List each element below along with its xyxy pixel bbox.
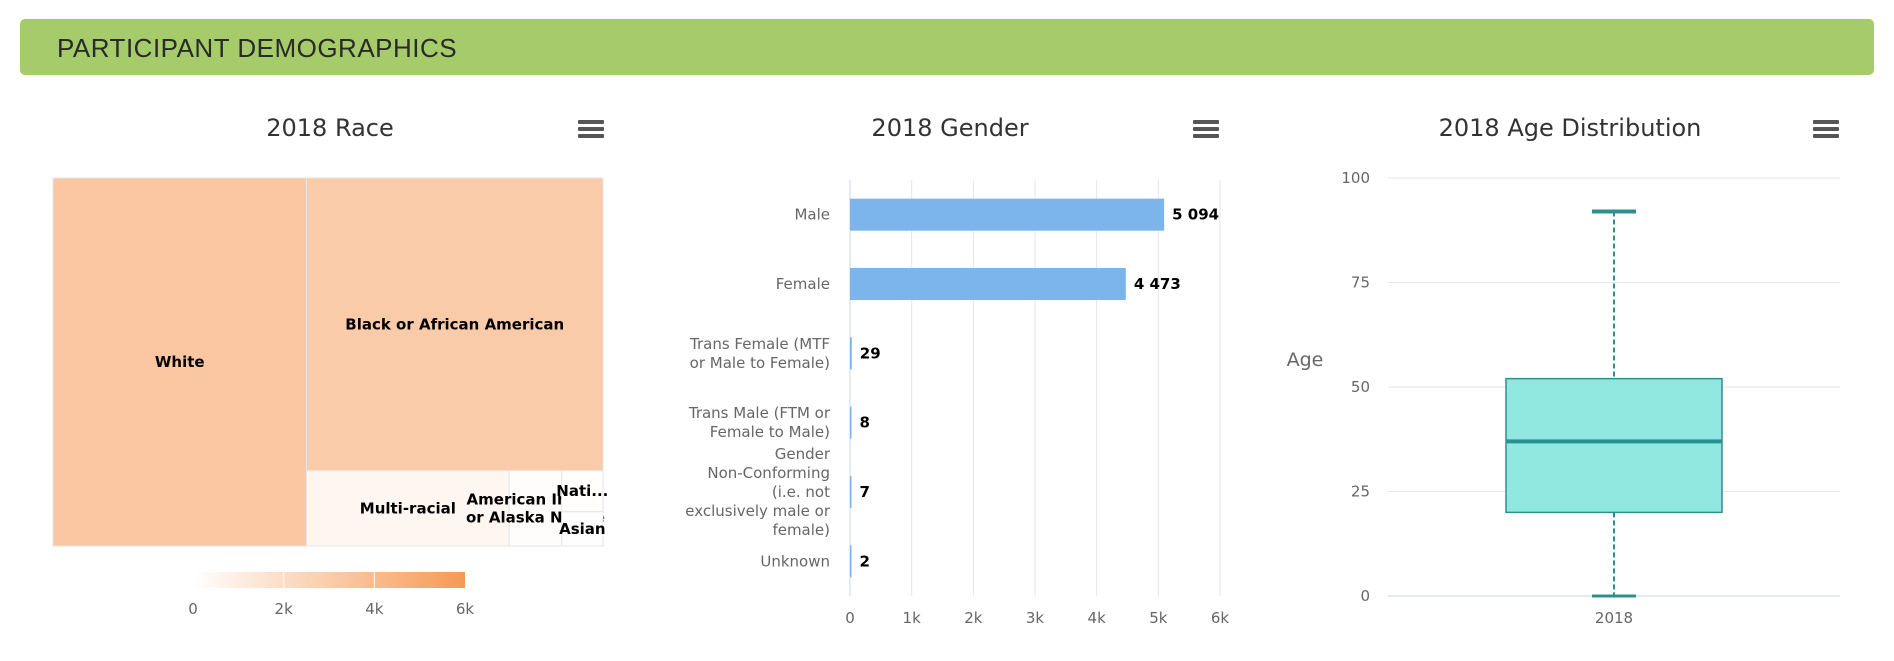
treemap-label: Nati... [556, 482, 608, 500]
category-label: female) [772, 521, 830, 539]
gender-chart: 0 1k 2k 3k 4k 5k 6k 5 094 Male 4 473 Female 29 Trans… [685, 180, 1230, 627]
legend-tick-label: 6k [456, 600, 475, 618]
treemap-label: Asian [559, 520, 605, 538]
y-axis-title: Age [1287, 349, 1324, 371]
bar-data-label: 7 [860, 483, 870, 501]
category-label: Male [794, 206, 830, 224]
color-legend-bar [193, 572, 465, 588]
gender-menu-icon[interactable] [1193, 120, 1219, 144]
category-label: (i.e. not [772, 483, 830, 501]
x-category-label: 2018 [1595, 609, 1633, 627]
x-tick-label: 2k [964, 609, 983, 627]
category-label: Unknown [760, 552, 830, 570]
bar [850, 268, 1126, 300]
bar-data-label: 5 094 [1172, 206, 1219, 224]
treemap-cell [52, 177, 307, 547]
treemap-cell [305, 470, 510, 547]
treemap-cell [508, 470, 563, 547]
y-tick-label: 0 [1360, 587, 1370, 605]
bar [850, 337, 852, 370]
gender-chart-title: 2018 Gender [871, 114, 1029, 142]
bar [850, 476, 852, 508]
x-tick-label: 5k [1149, 609, 1168, 627]
x-tick-label: 3k [1026, 609, 1045, 627]
race-menu-icon[interactable] [578, 120, 604, 144]
category-label: or Male to Female) [690, 354, 830, 372]
bar-data-label: 4 473 [1134, 275, 1181, 293]
treemap-label: Multi-racial [360, 499, 456, 517]
age-menu-icon[interactable] [1813, 120, 1839, 144]
bar-data-label: 8 [860, 414, 870, 432]
category-label: Female [776, 275, 830, 293]
x-tick-label: 0 [845, 609, 855, 627]
y-tick-label: 50 [1351, 378, 1370, 396]
y-tick-label: 75 [1351, 274, 1370, 292]
age-chart: 0 25 50 75 100 Age 2018 [1287, 169, 1840, 627]
category-label: Non-Conforming [707, 464, 830, 482]
section-banner: PARTICIPANT DEMOGRAPHICS [20, 19, 1874, 75]
treemap-label: Black or African American [345, 315, 564, 333]
legend-tick-label: 0 [188, 600, 198, 618]
race-chart-title: 2018 Race [266, 114, 394, 142]
bar [850, 198, 1165, 231]
category-label: Trans Female (MTF [689, 335, 830, 353]
y-tick-label: 25 [1351, 483, 1370, 501]
treemap-cell [561, 511, 604, 547]
x-tick-label: 1k [903, 609, 922, 627]
y-tick-label: 100 [1341, 169, 1370, 187]
x-tick-label: 6k [1211, 609, 1230, 627]
category-label: Trans Male (FTM or [688, 404, 831, 422]
legend-tick-label: 2k [275, 600, 294, 618]
bar-data-label: 2 [860, 552, 870, 570]
category-label: Gender [775, 445, 831, 463]
treemap-label: White [155, 353, 205, 371]
x-tick-label: 4k [1088, 609, 1107, 627]
age-chart-title: 2018 Age Distribution [1438, 114, 1702, 142]
iqr-box [1505, 377, 1723, 514]
bar-data-label: 29 [860, 344, 881, 362]
race-chart: White Black or African American Multi-raci… [52, 177, 608, 618]
age-panel: 2018 Age Distribution 0 25 50 75 100 Age 2018 [1280, 100, 1860, 650]
gender-panel: 2018 Gender 0 1k 2k 3k 4k 5k 6k 5 094 Male 4 473 F… [660, 100, 1240, 650]
bar [850, 406, 852, 439]
category-label: Female to Male) [710, 423, 830, 441]
bar [850, 545, 852, 578]
legend-tick-label: 4k [365, 600, 384, 618]
section-title: PARTICIPANT DEMOGRAPHICS [57, 33, 458, 63]
race-panel: 2018 Race White Black or African American… [40, 100, 620, 650]
category-label: exclusively male or [685, 502, 831, 520]
